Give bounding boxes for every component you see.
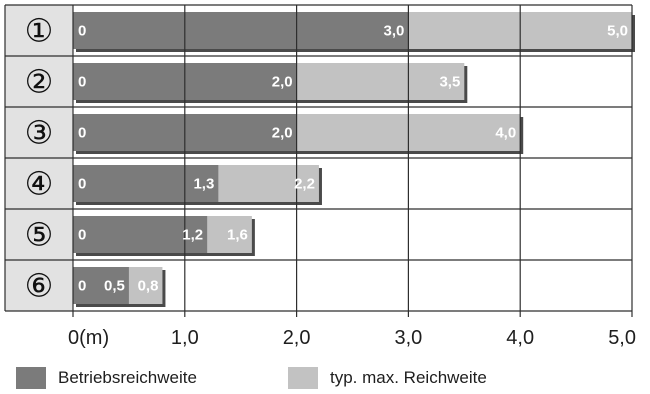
- row-label: ①: [25, 12, 54, 50]
- bar-operating-value-label: 0,5: [104, 278, 125, 295]
- bar-max-value-label: 1,6: [227, 227, 248, 244]
- bar-operating-value-label: 1,3: [193, 176, 214, 193]
- bar-zero-label: 0: [78, 278, 86, 295]
- legend-label-max: typ. max. Reichweite: [330, 368, 487, 387]
- bar-zero-label: 0: [78, 227, 86, 244]
- bars-layer: [73, 12, 635, 307]
- legend-item-max-range: typ. max. Reichweite: [288, 367, 487, 389]
- row-label: ④: [25, 165, 54, 203]
- bar-operating-value-label: 2,0: [272, 125, 293, 142]
- bar-zero-label: 0: [78, 176, 86, 193]
- bar-max-value-label: 5,0: [607, 23, 628, 40]
- bar-zero-label: 0: [78, 74, 86, 91]
- bar-zero-label: 0: [78, 125, 86, 142]
- bar-operating-range: [73, 267, 129, 304]
- x-tick-label: 3,0: [394, 327, 422, 349]
- value-labels-layer: ① 0 3,0 5,0 ② 0 2,0 3,5 ③ 0 2,0 4,0 ④ 0 1,3 2,2 ⑤ 0 1,2 1,6…: [25, 12, 628, 305]
- x-tick-label: 1,0: [171, 327, 199, 349]
- bar-operating-range: [73, 12, 409, 49]
- x-tick-label: 5,0: [608, 327, 636, 349]
- bar-max-value-label: 0,8: [138, 278, 159, 295]
- legend-swatch-max: [288, 367, 318, 389]
- grid-layer: [4, 4, 633, 317]
- bar-operating-value-label: 2,0: [272, 74, 293, 91]
- bar-max-value-label: 4,0: [495, 125, 516, 142]
- bar-operating-range: [73, 165, 219, 202]
- row-label: ②: [25, 63, 54, 101]
- row-label: ⑥: [25, 267, 54, 305]
- x-tick-label: 0(m): [68, 327, 109, 349]
- legend-item-operating-range: Betriebsreichweite: [16, 367, 197, 389]
- bar-zero-label: 0: [78, 23, 86, 40]
- x-axis: 0(m) 1,0 2,0 3,0 4,0 5,0: [68, 327, 636, 349]
- bar-max-value-label: 2,2: [294, 176, 315, 193]
- x-tick-label: 2,0: [283, 327, 311, 349]
- bar-operating-value-label: 1,2: [182, 227, 203, 244]
- row-label: ③: [25, 114, 54, 152]
- x-tick-label: 4,0: [506, 327, 534, 349]
- legend-swatch-operating: [16, 367, 46, 389]
- row-label: ⑤: [25, 216, 54, 254]
- bar-max-value-label: 3,5: [439, 74, 460, 91]
- legend-label-operating: Betriebsreichweite: [58, 368, 197, 387]
- bar-operating-value-label: 3,0: [384, 23, 405, 40]
